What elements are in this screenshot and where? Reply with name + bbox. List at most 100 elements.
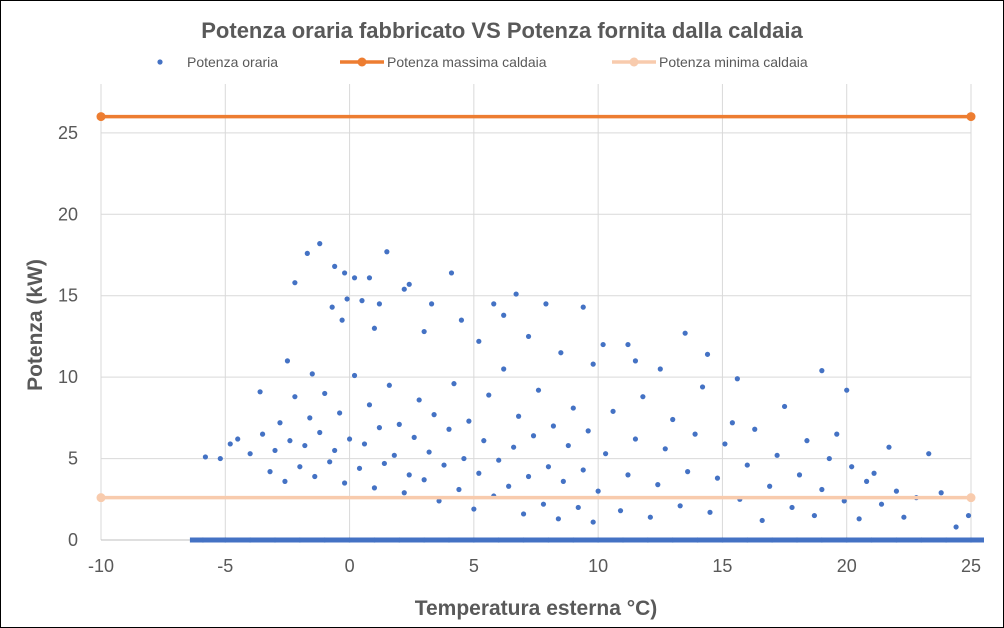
data-point [446, 537, 452, 543]
data-point [744, 462, 750, 468]
data-point [309, 371, 315, 377]
data-point [421, 328, 427, 335]
data-point [590, 361, 596, 367]
data-point [317, 241, 323, 247]
data-point [312, 473, 318, 480]
data-point [257, 389, 263, 395]
x-tick-label: -10 [88, 556, 114, 576]
legend-marker [629, 57, 639, 67]
data-point [411, 434, 417, 440]
data-point [307, 415, 313, 421]
data-point [871, 470, 877, 476]
data-point [595, 537, 601, 543]
data-point [692, 431, 698, 437]
data-point [774, 452, 780, 458]
series-marker [96, 493, 106, 503]
data-point [491, 301, 497, 307]
data-point [376, 425, 382, 431]
data-point [292, 394, 298, 400]
data-point [525, 333, 532, 340]
data-point [886, 444, 892, 450]
data-point [202, 454, 208, 460]
data-point [513, 291, 519, 297]
data-point [734, 376, 740, 382]
data-point [351, 372, 358, 379]
data-point [235, 436, 241, 442]
data-point [339, 317, 345, 323]
data-point [451, 381, 457, 387]
x-tick-label: 25 [961, 556, 981, 576]
data-point [466, 418, 472, 424]
x-tick-label: 0 [345, 556, 355, 576]
data-point [496, 457, 502, 463]
data-point [789, 504, 795, 511]
data-point [560, 478, 566, 484]
data-point [386, 382, 392, 388]
data-point [670, 416, 676, 423]
data-point [322, 537, 328, 543]
data-point [677, 503, 683, 509]
data-point [391, 452, 397, 458]
data-point [342, 270, 348, 276]
data-point [406, 472, 412, 478]
data-point [416, 397, 422, 403]
data-point [458, 317, 465, 323]
series-marker [966, 112, 976, 122]
data-point [767, 483, 773, 489]
data-point [570, 537, 576, 543]
data-point [844, 387, 850, 393]
data-point [864, 478, 870, 484]
data-point [506, 483, 512, 489]
data-point [421, 537, 427, 543]
data-point [617, 508, 624, 514]
data-point [804, 438, 810, 444]
data-point [625, 341, 631, 348]
data-point [943, 537, 949, 543]
x-tick-label: 20 [837, 556, 857, 576]
data-point [600, 341, 606, 348]
data-point [655, 482, 661, 488]
data-point [359, 298, 365, 304]
y-tick-label: 0 [68, 530, 78, 550]
data-point [421, 477, 427, 483]
data-point [272, 447, 278, 454]
data-point [965, 512, 972, 519]
data-point [396, 537, 402, 543]
data-point [796, 472, 803, 478]
data-point [516, 413, 522, 419]
data-point [953, 524, 959, 530]
data-point [670, 537, 676, 543]
data-point [968, 537, 974, 543]
data-point [640, 394, 646, 400]
data-point [396, 421, 402, 427]
x-tick-label: 15 [712, 556, 732, 576]
data-point [550, 423, 557, 429]
data-point [580, 467, 586, 473]
data-point [520, 511, 527, 517]
data-point [694, 537, 701, 543]
data-point [794, 537, 800, 543]
data-point [938, 490, 944, 496]
data-point [297, 537, 303, 543]
data-point [366, 275, 373, 281]
data-point [371, 485, 378, 491]
data-point [781, 403, 788, 410]
data-point [543, 301, 549, 307]
data-point [744, 537, 750, 543]
data-point [496, 537, 502, 543]
data-point [595, 488, 601, 494]
data-point [545, 464, 552, 470]
data-point [222, 537, 228, 543]
series-marker [96, 112, 106, 122]
data-point [893, 537, 900, 543]
series-marker [966, 493, 976, 503]
legend-marker [357, 57, 367, 67]
data-point [657, 366, 663, 372]
data-point [535, 387, 542, 393]
y-tick-label: 5 [68, 449, 78, 469]
data-point [769, 537, 775, 543]
y-tick-label: 25 [58, 123, 78, 143]
gridlines [100, 84, 972, 541]
data-point [501, 366, 507, 372]
